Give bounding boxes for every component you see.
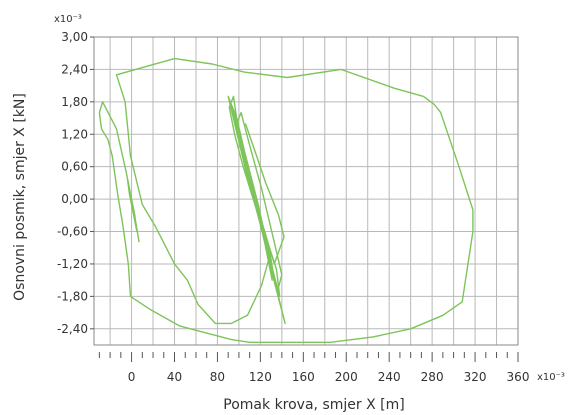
y-tick-label: 2,40	[61, 62, 88, 76]
x-tick-label: 0	[128, 370, 136, 384]
series-group	[98, 57, 474, 343]
y-tick-label: -1,80	[57, 289, 88, 303]
x-axis-title: Pomak krova, smjer X [m]	[223, 397, 404, 413]
y-tick-label: 1,20	[61, 127, 88, 141]
x-tick-label: 120	[249, 370, 272, 384]
y-tick-label: 3,00	[61, 30, 88, 44]
y-axis: 3,00 2,40 1,80 1,20 0,60 0,00 -0,60 -1,20 -1,80 -…	[57, 30, 94, 336]
x-axis: 0 40 80 120 160 200 240 280 320 360	[98, 352, 530, 384]
y-axis-title: Osnovni posmik, smjer X [kN]	[12, 93, 28, 301]
x-tick-label: 200	[335, 370, 358, 384]
x-tick-label: 280	[421, 370, 444, 384]
series-line	[98, 57, 474, 343]
y-tick-label: 1,80	[61, 95, 88, 109]
x-tick-label: 360	[507, 370, 530, 384]
x-tick-label: 240	[378, 370, 401, 384]
y-tick-label: 0,00	[61, 192, 88, 206]
plot-frame	[93, 36, 519, 346]
x-tick-label: 320	[464, 370, 487, 384]
y-tick-label: -0,60	[57, 225, 88, 239]
x-axis-multiplier: x10⁻³	[537, 372, 565, 383]
grid	[94, 36, 518, 345]
y-axis-multiplier: x10⁻³	[54, 14, 82, 25]
x-tick-label: 40	[167, 370, 182, 384]
y-tick-label: -2,40	[57, 322, 88, 336]
y-tick-label: -1,20	[57, 257, 88, 271]
y-tick-label: 0,60	[61, 160, 88, 174]
x-tick-label: 80	[210, 370, 225, 384]
x-tick-label: 160	[292, 370, 315, 384]
